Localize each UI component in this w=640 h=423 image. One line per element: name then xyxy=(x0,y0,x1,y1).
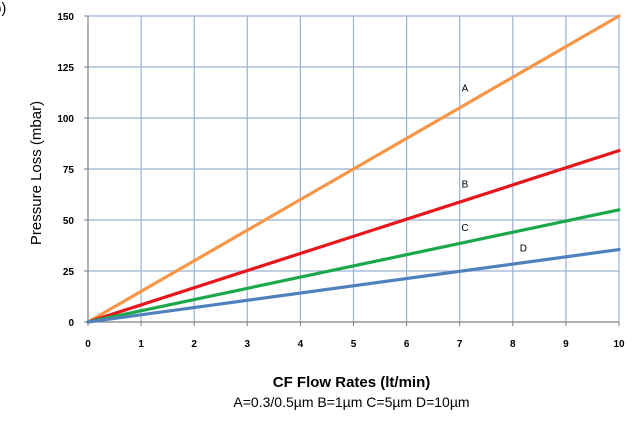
x-tick-label: 8 xyxy=(510,339,516,350)
y-tick-label: 125 xyxy=(57,63,74,74)
y-tick-label: 75 xyxy=(63,165,75,176)
x-tick-label: 9 xyxy=(563,339,569,350)
corner-fragment-text: b) xyxy=(0,0,6,17)
series-label-d: D xyxy=(520,244,527,255)
chart-subtitle: A=0.3/0.5µm B=1µm C=5µm D=10µm xyxy=(233,394,469,410)
x-tick-label: 6 xyxy=(404,339,410,350)
series-label-a: A xyxy=(462,83,469,94)
x-tick-label: 10 xyxy=(613,339,625,350)
x-tick-label: 5 xyxy=(351,339,357,350)
x-tick-label: 1 xyxy=(138,339,144,350)
series-line-a xyxy=(86,14,621,324)
x-tick-labels: 0 1 2 3 4 5 6 7 8 9 10 xyxy=(85,339,625,350)
series-line-b xyxy=(86,149,621,324)
y-tick-label: 25 xyxy=(63,267,75,278)
chart-series xyxy=(86,14,621,324)
series-line-d xyxy=(86,247,621,324)
y-tick-label: 150 xyxy=(57,12,74,23)
y-tick-labels: 0 25 50 75 100 125 150 xyxy=(57,12,74,329)
series-labels: A B C D xyxy=(461,83,527,254)
y-tick-label: 50 xyxy=(63,216,75,227)
chart-axes xyxy=(84,15,620,326)
y-tick-label: 100 xyxy=(57,114,74,125)
x-axis-label: CF Flow Rates (lt/min) xyxy=(273,374,431,391)
x-tick-label: 2 xyxy=(191,339,197,350)
x-tick-label: 4 xyxy=(298,339,304,350)
x-tick-label: 3 xyxy=(245,339,251,350)
x-tick-label: 0 xyxy=(85,339,91,350)
y-tick-label: 0 xyxy=(68,318,74,329)
series-line-c xyxy=(86,208,621,324)
x-tick-label: 7 xyxy=(457,339,463,350)
y-axis-label: Pressure Loss (mbar) xyxy=(28,101,45,245)
series-label-c: C xyxy=(461,223,468,234)
series-label-b: B xyxy=(462,179,469,190)
